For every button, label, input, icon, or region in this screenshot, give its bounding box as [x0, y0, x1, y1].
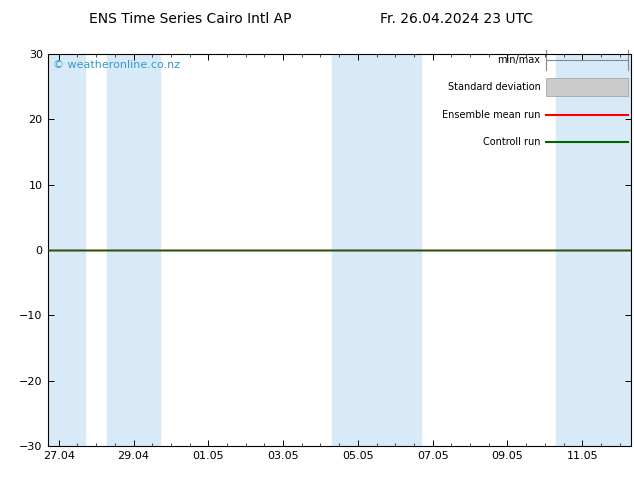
Text: Fr. 26.04.2024 23 UTC: Fr. 26.04.2024 23 UTC	[380, 12, 533, 26]
Text: Standard deviation: Standard deviation	[448, 82, 540, 92]
Text: Ensemble mean run: Ensemble mean run	[442, 110, 540, 120]
Bar	[48, 54, 85, 446]
Bar	[547, 78, 628, 96]
Text: ENS Time Series Cairo Intl AP: ENS Time Series Cairo Intl AP	[89, 12, 292, 26]
Text: © weatheronline.co.nz: © weatheronline.co.nz	[53, 60, 181, 70]
Bar	[556, 54, 631, 446]
Bar	[332, 54, 422, 446]
Bar	[107, 54, 160, 446]
Text: Controll run: Controll run	[483, 137, 540, 147]
Text: min/max: min/max	[498, 55, 540, 65]
